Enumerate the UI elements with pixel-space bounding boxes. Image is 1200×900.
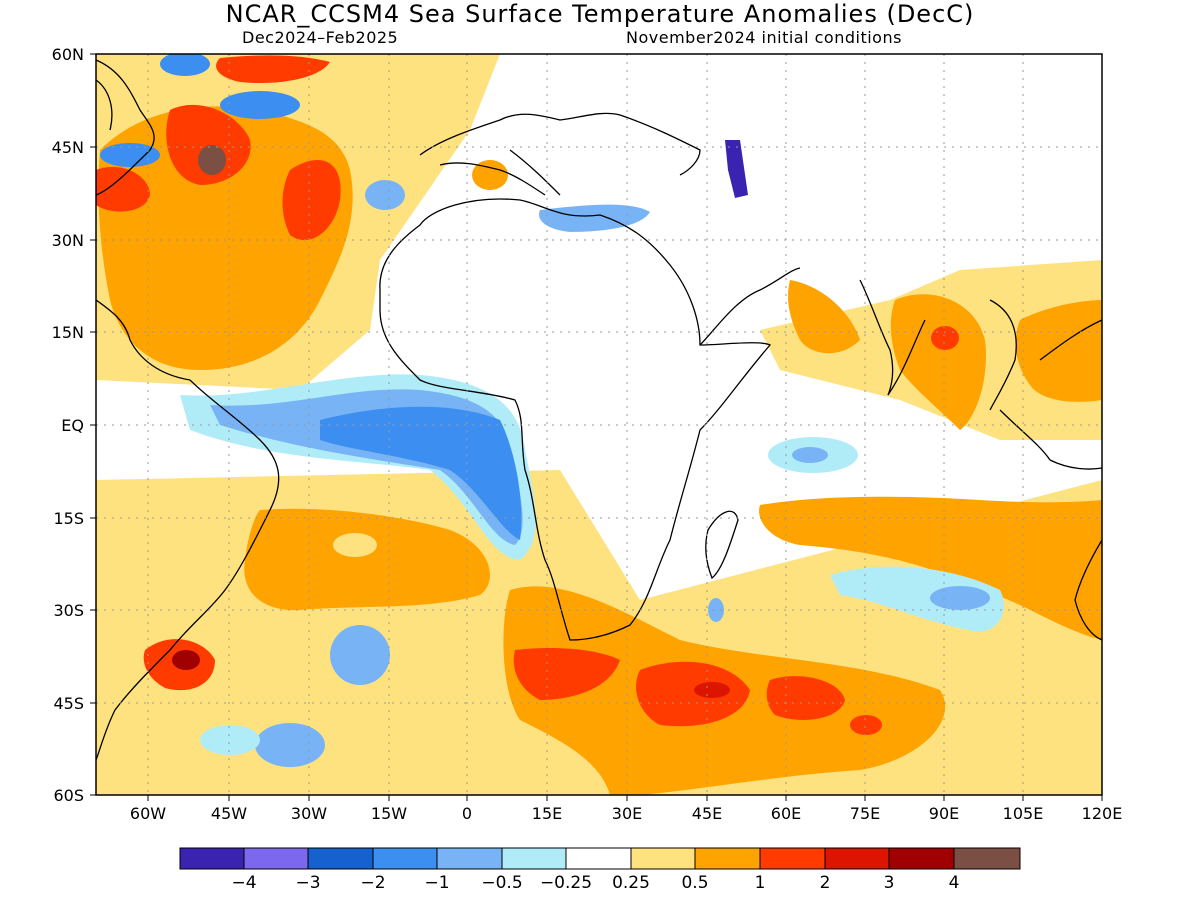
- lon-label: 0: [461, 804, 473, 823]
- anomaly-region: [830, 566, 1004, 632]
- colorbar-swatch: [953, 847, 1021, 870]
- lon-label: 45W: [210, 804, 248, 823]
- colorbar-label: 4: [948, 873, 960, 893]
- anomaly-region: [850, 715, 882, 735]
- anomaly-region: [513, 648, 620, 700]
- colorbar-swatch: [565, 847, 632, 870]
- colorbar-swatch: [243, 847, 309, 870]
- lon-label: 30E: [611, 804, 643, 823]
- colorbar-label: 0.25: [612, 873, 650, 893]
- colorbar-label: −0.5: [481, 873, 523, 893]
- coastlines: [96, 59, 1102, 761]
- colorbar-label: −0.25: [539, 873, 593, 893]
- lon-label: 60W: [129, 804, 167, 823]
- lon-label: 30W: [290, 804, 328, 823]
- anomaly-region: [198, 145, 226, 175]
- anomaly-region: [172, 650, 200, 670]
- lat-label: 30N: [51, 231, 84, 250]
- anomaly-region: [320, 406, 522, 540]
- anomaly-region: [694, 682, 730, 698]
- anomaly-region: [200, 725, 260, 755]
- colorbar-swatch: [179, 847, 245, 870]
- anomaly-region: [792, 447, 828, 463]
- colorbar-label: −4: [231, 873, 257, 893]
- anomaly-region: [472, 160, 508, 190]
- colorbar-swatch: [501, 847, 567, 870]
- anomaly-region: [365, 180, 405, 210]
- anomaly-region: [166, 104, 251, 185]
- grid-lines: [96, 54, 1102, 795]
- lat-label: 15S: [53, 509, 84, 528]
- axis-ticks: [90, 53, 1103, 801]
- lat-label: 60S: [53, 786, 84, 805]
- anomaly-region: [708, 598, 724, 622]
- anomaly-region: [244, 508, 490, 611]
- lon-label: 90E: [928, 804, 960, 823]
- colorbar-label: 2: [819, 873, 831, 893]
- anomaly-region: [725, 140, 748, 198]
- lat-label: 45S: [53, 694, 84, 713]
- anomaly-region: [255, 723, 325, 767]
- lat-label: 15N: [51, 323, 84, 342]
- colorbar-swatch: [759, 847, 826, 870]
- anomaly-region: [333, 533, 377, 557]
- anomaly-field: [96, 54, 1102, 795]
- colorbar-swatch: [824, 847, 890, 870]
- colorbar-label: −3: [295, 873, 321, 893]
- anomaly-region: [636, 661, 750, 727]
- colorbar-swatch: [630, 847, 696, 870]
- anomaly-region: [220, 91, 300, 119]
- lat-label: 45N: [51, 138, 84, 157]
- lat-label: 60N: [51, 45, 84, 64]
- colorbar-label: −2: [360, 873, 386, 893]
- anomaly-region: [1015, 300, 1102, 402]
- anomaly-region: [931, 326, 959, 350]
- anomaly-region: [100, 143, 160, 167]
- colorbar-swatch: [307, 847, 374, 870]
- forecast-period: Dec2024–Feb2025: [242, 28, 399, 47]
- anomaly-region: [96, 166, 150, 212]
- anomaly-region: [330, 625, 390, 685]
- anomaly-region: [930, 586, 990, 610]
- map-title: NCAR_CCSM4 Sea Surface Temperature Anoma…: [225, 0, 975, 28]
- lon-label: 105E: [1002, 804, 1044, 823]
- colorbar-label: −1: [424, 873, 450, 893]
- anomaly-region: [282, 160, 341, 241]
- colorbar-swatch: [888, 847, 955, 870]
- colorbar-swatch: [372, 847, 438, 870]
- colorbar-swatch: [436, 847, 503, 870]
- colorbar-label: 1: [754, 873, 766, 893]
- lon-label: 15W: [370, 804, 408, 823]
- lon-label: 120E: [1081, 804, 1123, 823]
- colorbar: [179, 847, 1021, 870]
- anomaly-region: [216, 55, 330, 84]
- anomaly-region: [759, 496, 1102, 640]
- lon-label: 60E: [770, 804, 802, 823]
- colorbar-label: 3: [883, 873, 895, 893]
- anomaly-region: [788, 280, 860, 354]
- lon-label: 45E: [691, 804, 723, 823]
- initial-conditions: November2024 initial conditions: [626, 28, 902, 47]
- lon-label: 75E: [849, 804, 881, 823]
- lat-label: 30S: [53, 601, 84, 620]
- lon-label: 15E: [531, 804, 563, 823]
- colorbar-label: 0.5: [681, 873, 709, 893]
- anomaly-region: [890, 294, 986, 430]
- colorbar-swatch: [694, 847, 761, 870]
- anomaly-region: [160, 54, 210, 76]
- lat-label: EQ: [61, 416, 84, 435]
- anomaly-region: [539, 204, 650, 232]
